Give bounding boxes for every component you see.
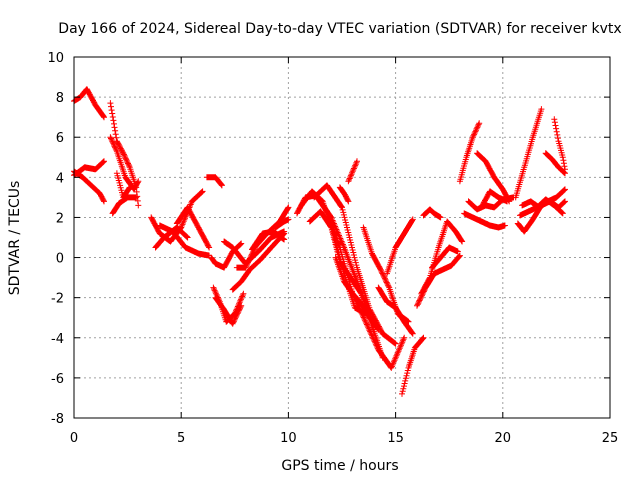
series-14: [212, 294, 245, 327]
series-31: [399, 334, 427, 397]
series-marker-path: [249, 228, 288, 253]
series-marker-path: [272, 216, 292, 231]
y-tick-label: -4: [51, 332, 64, 347]
series-10: [173, 204, 213, 251]
y-tick-label: 0: [56, 252, 64, 267]
series-marker-path: [156, 222, 213, 259]
series-marker-path: [173, 204, 213, 251]
series-40: [478, 188, 511, 211]
series-33: [418, 218, 466, 297]
series-25: [332, 254, 382, 333]
series-19: [272, 216, 292, 231]
series-44: [519, 186, 568, 211]
series-35: [429, 244, 461, 271]
series-9: [156, 222, 213, 259]
series-marker-path: [315, 196, 373, 317]
y-tick-label: 2: [56, 211, 64, 226]
series-5: [109, 194, 140, 217]
series-marker-path: [456, 120, 483, 185]
series-marker-path: [336, 184, 352, 205]
series-16: [229, 230, 288, 293]
series-marker-path: [229, 230, 288, 293]
series-marker-path: [109, 194, 140, 217]
x-tick-label: 15: [387, 431, 404, 446]
series-marker-path: [542, 150, 568, 177]
series-marker-path: [399, 334, 427, 397]
series-marker-path: [311, 182, 399, 347]
series-26: [345, 158, 360, 185]
y-tick-label: 10: [47, 51, 64, 66]
series-marker-path: [474, 150, 513, 205]
series-marker-path: [71, 158, 107, 179]
series-34: [420, 206, 444, 221]
series-23: [311, 182, 399, 347]
series-marker-path: [512, 106, 545, 201]
series-marker-path: [332, 254, 382, 333]
series-18: [249, 228, 288, 253]
series-marker-path: [375, 284, 416, 337]
series-45: [542, 150, 568, 177]
series-6: [113, 170, 133, 201]
series-11: [203, 174, 225, 189]
ticks: 0 5 10 15 20 25 -8 -6 -4 -2 0 2 4 6 8 10: [47, 51, 618, 446]
series-36: [456, 120, 483, 185]
y-tick-label: -6: [51, 372, 64, 387]
series-marker-path: [107, 134, 142, 193]
series-marker-path: [519, 186, 568, 211]
series-27: [336, 184, 352, 205]
series-37: [461, 210, 508, 231]
plot-frame: [73, 56, 611, 419]
series-marker-path: [203, 174, 225, 189]
series-marker-path: [478, 188, 511, 211]
series-marker-path: [71, 86, 107, 121]
x-tick-label: 0: [70, 431, 78, 446]
x-tick-label: 5: [177, 431, 185, 446]
chart-title: Day 166 of 2024, Sidereal Day-to-day VTE…: [58, 21, 621, 37]
x-tick-label: 10: [280, 431, 297, 446]
series-marker-path: [418, 218, 466, 297]
series-marker-path: [113, 170, 133, 201]
y-tick-label: -2: [51, 292, 64, 307]
series-0: [71, 86, 107, 121]
series-46: [551, 116, 568, 173]
y-axis-label: SDTVAR / TECUs: [7, 181, 23, 296]
x-tick-label: 20: [495, 431, 512, 446]
series-30: [384, 216, 416, 277]
data-marks: [71, 86, 568, 397]
series-29: [375, 284, 416, 337]
series-marker-path: [461, 210, 508, 231]
series-marker-path: [212, 294, 245, 327]
series-marker-path: [420, 206, 444, 221]
series-39: [474, 150, 513, 205]
y-tick-label: 6: [56, 131, 64, 146]
series-4: [107, 134, 142, 193]
y-tick-label: -8: [51, 412, 64, 427]
series-marker-path: [429, 244, 461, 271]
series-24: [315, 196, 373, 317]
x-axis-label: GPS time / hours: [281, 458, 398, 474]
x-tick-label: 25: [602, 431, 619, 446]
series-marker-path: [345, 158, 360, 185]
y-tick-label: 8: [56, 91, 64, 106]
y-tick-label: 4: [56, 171, 64, 186]
series-2: [71, 158, 107, 179]
series-marker-path: [551, 116, 568, 173]
series-41: [512, 106, 545, 201]
series-marker-path: [384, 216, 416, 277]
